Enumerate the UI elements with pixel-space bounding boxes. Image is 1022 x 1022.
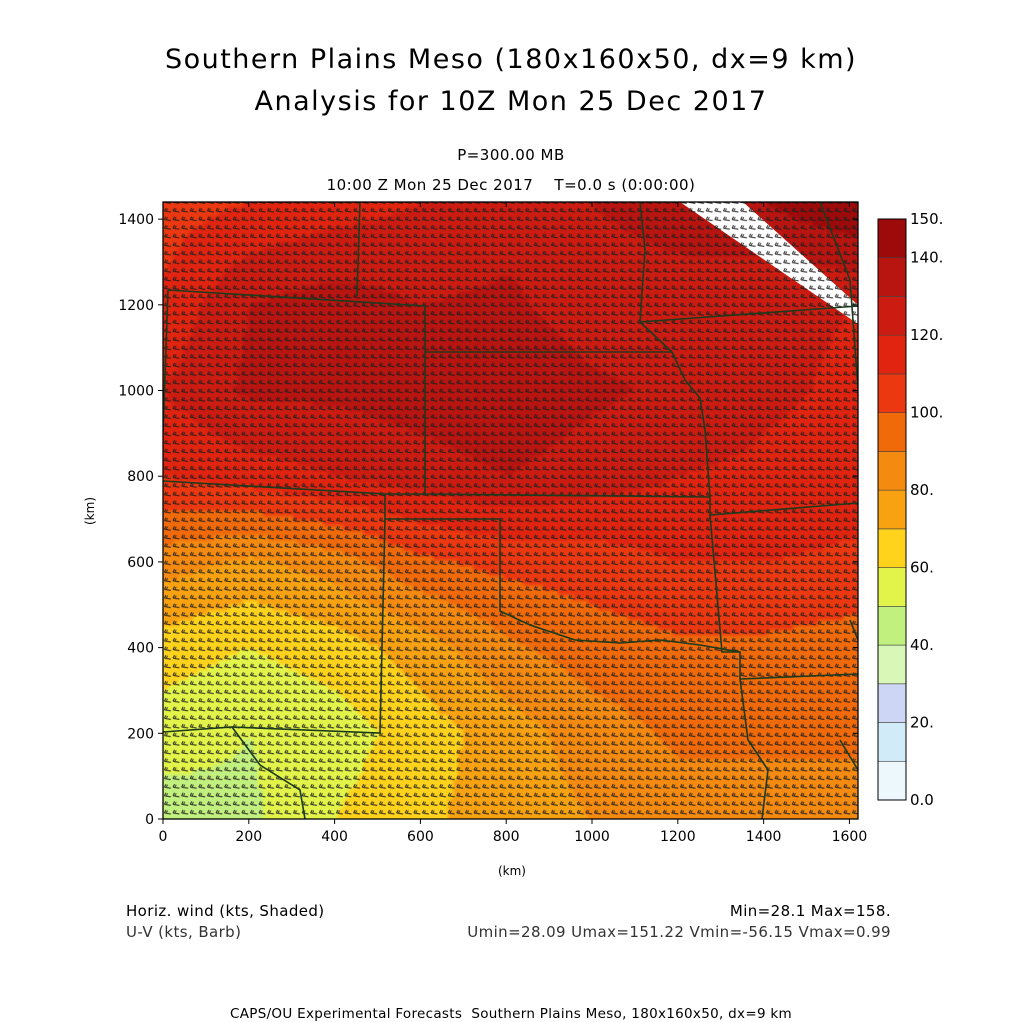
colorbar-segment bbox=[877, 606, 907, 646]
colorbar-segment bbox=[877, 644, 907, 685]
y-tick-label: 400 bbox=[127, 641, 154, 657]
pressure-level-label: P=300.00 MB bbox=[457, 146, 565, 164]
y-tick-label: 1200 bbox=[118, 298, 154, 314]
border-ok-tx-red-river bbox=[385, 518, 741, 679]
wind-barbs bbox=[163, 202, 858, 819]
x-tick-label: 600 bbox=[407, 829, 434, 845]
credit-line: CAPS/OU Experimental Forecasts Southern … bbox=[230, 1006, 792, 1022]
y-tick-label: 800 bbox=[127, 469, 154, 485]
barb-variable-label: U-V (kts, Barb) bbox=[126, 923, 242, 941]
border-nm-tx bbox=[231, 494, 386, 734]
colorbar-segment bbox=[877, 296, 907, 336]
colorbar-segment bbox=[877, 373, 907, 413]
border-wy-ne bbox=[356, 202, 361, 297]
colorbar-segment bbox=[877, 683, 907, 723]
border-ne-ia-sd bbox=[639, 202, 673, 353]
shaded-variable-label: Horiz. wind (kts, Shaded) bbox=[126, 902, 325, 920]
colorbar-label: 100. bbox=[910, 404, 943, 422]
colorbar-segment bbox=[877, 412, 907, 452]
chart-title: Southern Plains Meso (180x160x50, dx=9 k… bbox=[164, 44, 858, 75]
x-tick-label: 400 bbox=[321, 829, 348, 845]
x-axis-label: (km) bbox=[498, 864, 526, 878]
x-tick-label: 1200 bbox=[660, 829, 696, 845]
colorbar-label: 80. bbox=[910, 481, 934, 499]
colorbar-label: 60. bbox=[910, 559, 934, 577]
border-co-ks-wy-ne bbox=[167, 289, 426, 494]
colorbar-label: 0.0 bbox=[910, 791, 934, 809]
colorbar-label: 20. bbox=[910, 714, 934, 732]
colorbar-segment bbox=[877, 528, 907, 568]
x-tick-label: 1600 bbox=[832, 829, 868, 845]
colorbar-segment bbox=[877, 722, 907, 762]
colorbar-label: 150. bbox=[910, 210, 943, 228]
y-tick-label: 0 bbox=[145, 812, 154, 828]
border-ms-river-south bbox=[849, 619, 858, 641]
y-tick-label: 600 bbox=[127, 555, 154, 571]
colorbar-segment bbox=[877, 451, 907, 491]
border-ut-co bbox=[163, 289, 169, 433]
y-axis-label: (km) bbox=[83, 497, 97, 525]
min-max-label: Min=28.1 Max=158. bbox=[729, 902, 891, 920]
chart-subtitle: Analysis for 10Z Mon 25 Dec 2017 bbox=[254, 86, 768, 117]
colorbar-label: 140. bbox=[910, 249, 943, 267]
y-axis: 0 200 400 600 800 1000 1200 1400 bbox=[118, 212, 858, 828]
border-tx-mexico bbox=[163, 726, 306, 819]
x-tick-label: 1400 bbox=[746, 829, 782, 845]
colorbar-segment bbox=[877, 218, 907, 259]
x-tick-label: 800 bbox=[493, 829, 520, 845]
colorbar-segment bbox=[877, 567, 907, 607]
border-ok-ar bbox=[709, 514, 740, 653]
border-ms-la bbox=[839, 739, 858, 771]
border-ks-mo bbox=[671, 351, 711, 498]
y-tick-label: 1000 bbox=[118, 384, 154, 400]
colorbar-label: 40. bbox=[910, 636, 934, 654]
x-tick-label: 0 bbox=[159, 829, 168, 845]
border-ar-la bbox=[739, 673, 858, 680]
border-mississippi-river bbox=[819, 202, 858, 389]
border-ia-mn bbox=[639, 305, 858, 323]
colorbar-segment bbox=[877, 334, 907, 375]
border-tx-la bbox=[739, 678, 769, 819]
x-axis: 0 200 400 600 800 1000 1200 1400 1600 bbox=[159, 202, 868, 845]
colorbar: 0.0 20. 40. 60. 80. 100. 120. 140. 150. bbox=[877, 210, 943, 809]
y-tick-label: 200 bbox=[127, 726, 154, 742]
y-tick-label: 1400 bbox=[118, 212, 154, 228]
colorbar-segment bbox=[877, 257, 907, 297]
colorbar-frame bbox=[877, 218, 907, 801]
valid-time-label: 10:00 Z Mon 25 Dec 2017 T=0.0 s (0:00:00… bbox=[326, 176, 696, 194]
colorbar-segment bbox=[877, 760, 907, 801]
plot-frame bbox=[162, 201, 859, 820]
uv-min-max-label: Umin=28.09 Umax=151.22 Vmin=-56.15 Vmax=… bbox=[467, 923, 891, 941]
x-tick-label: 200 bbox=[235, 829, 262, 845]
colorbar-label: 120. bbox=[910, 326, 943, 344]
x-tick-label: 1000 bbox=[574, 829, 610, 845]
colorbar-segment bbox=[877, 489, 907, 530]
state-borders bbox=[163, 202, 858, 819]
border-ks-ok-nm-co bbox=[163, 480, 858, 516]
